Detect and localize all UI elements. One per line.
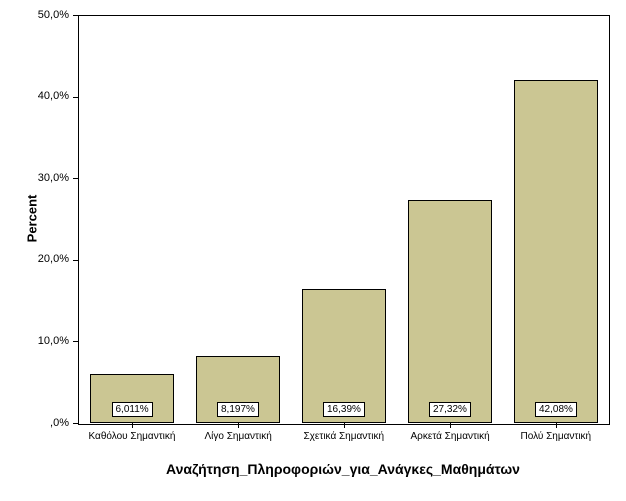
x-tick-mark xyxy=(238,423,239,428)
bar-value-label: 6,011% xyxy=(112,402,153,417)
y-tick-mark xyxy=(73,341,78,342)
bar-value-label: 27,32% xyxy=(429,402,471,417)
bar-value-label: 16,39% xyxy=(323,402,365,417)
y-tick-label: 40,0% xyxy=(29,90,69,102)
y-tick-label: 10,0% xyxy=(29,335,69,347)
x-tick-mark xyxy=(132,423,133,428)
y-tick-mark xyxy=(73,260,78,261)
x-tick-label: Αρκετά Σημαντική xyxy=(411,431,490,442)
x-tick-label: Σχετικά Σημαντική xyxy=(304,431,385,442)
bar-value-label: 42,08% xyxy=(535,402,577,417)
bar-chart: Percent Αναζήτηση_Πληροφοριών_για_Ανάγκε… xyxy=(0,0,626,501)
x-tick-mark xyxy=(450,423,451,428)
x-tick-mark xyxy=(344,423,345,428)
y-tick-label: 50,0% xyxy=(29,9,69,21)
x-tick-label: Καθόλου Σημαντική xyxy=(89,431,176,442)
x-tick-mark xyxy=(556,423,557,428)
bar xyxy=(514,80,598,423)
y-tick-mark xyxy=(73,15,78,16)
y-tick-label: 30,0% xyxy=(29,172,69,184)
x-tick-label: Λίγο Σημαντική xyxy=(205,431,272,442)
x-axis-title: Αναζήτηση_Πληροφοριών_για_Ανάγκες_Μαθημά… xyxy=(78,461,608,477)
y-tick-mark xyxy=(73,178,78,179)
bar-value-label: 8,197% xyxy=(217,402,259,417)
y-tick-label: ,0% xyxy=(29,417,69,429)
y-tick-mark xyxy=(73,423,78,424)
y-tick-label: 20,0% xyxy=(29,253,69,265)
bar xyxy=(408,200,492,423)
y-axis-title: Percent xyxy=(24,195,39,243)
x-tick-label: Πολύ Σημαντική xyxy=(521,431,592,442)
y-tick-mark xyxy=(73,97,78,98)
